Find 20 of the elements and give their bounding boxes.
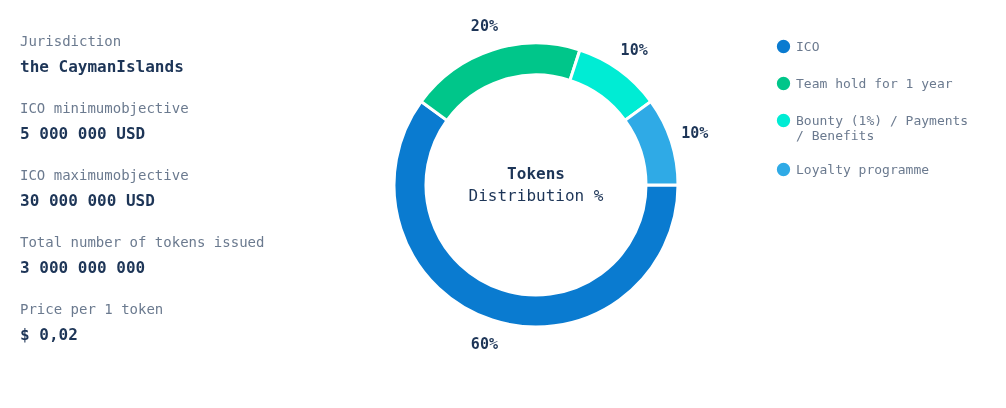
legend-label: Team hold for 1 year bbox=[796, 75, 953, 91]
text: ICO minimumobjective bbox=[20, 100, 189, 116]
text: 3 000 000 000 bbox=[20, 258, 146, 277]
text: 5 000 000 USD bbox=[20, 124, 146, 143]
text: Total number of tokens issued bbox=[20, 234, 265, 250]
legend-label: ICO bbox=[796, 38, 820, 54]
legend-label: Bounty (1%) / Payments / Benefits bbox=[796, 112, 969, 143]
text: the CaymanIslands bbox=[20, 57, 184, 76]
text: Price per 1 token bbox=[20, 301, 164, 317]
text: Tokens bbox=[507, 164, 565, 183]
legend-label: Loyalty programme bbox=[796, 161, 930, 177]
text: Jurisdiction bbox=[20, 33, 122, 49]
data-label: 10% bbox=[681, 124, 709, 143]
text: ICO maximumobjective bbox=[20, 167, 189, 183]
data-label: 20% bbox=[470, 17, 498, 36]
text: $ 0,02 bbox=[20, 325, 78, 344]
text: 30 000 000 USD bbox=[20, 191, 155, 210]
data-label: 60% bbox=[470, 334, 498, 353]
text: Distribution % bbox=[468, 186, 604, 205]
data-label: 10% bbox=[620, 40, 648, 59]
